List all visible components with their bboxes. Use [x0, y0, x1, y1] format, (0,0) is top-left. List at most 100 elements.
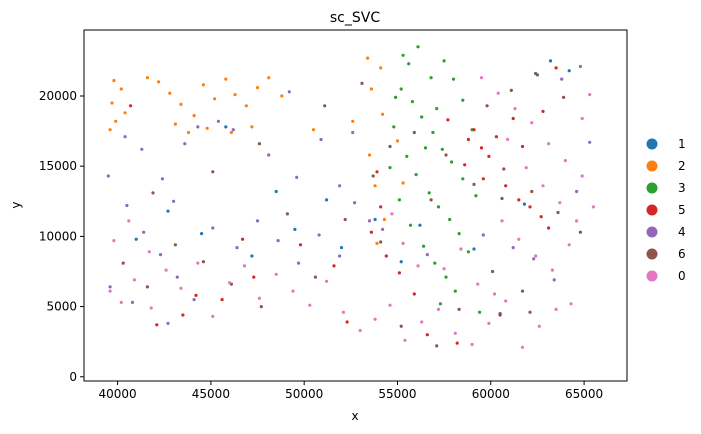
data-point-series-0 [470, 342, 474, 347]
legend-marker [646, 138, 658, 150]
data-point-series-0 [588, 93, 592, 97]
data-point-series-3 [423, 146, 428, 150]
data-point-series-4 [532, 257, 536, 261]
data-point-series-6 [257, 142, 261, 146]
data-point-series-5 [384, 254, 388, 258]
data-point-series-6 [211, 170, 215, 174]
legend-marker [646, 160, 658, 172]
data-point-series-0 [132, 278, 136, 282]
data-point-series-2 [213, 97, 217, 101]
legend-label: 3 [678, 181, 686, 195]
y-axis: 0 5000 10000 15000 20000 [39, 89, 84, 384]
data-point-series-4 [575, 189, 579, 194]
data-point-series-2 [173, 122, 177, 126]
data-point-series-5 [504, 184, 508, 188]
data-point-series-2 [250, 125, 254, 129]
data-point-series-0 [119, 300, 123, 304]
data-point-series-0 [537, 324, 541, 328]
data-point-series-4 [183, 142, 187, 146]
data-point-series-0 [164, 268, 168, 272]
data-point-series-4 [211, 226, 215, 230]
data-point-series-0 [513, 107, 517, 111]
data-point-series-2 [280, 94, 284, 98]
data-point-series-0 [563, 159, 568, 163]
legend-label: 4 [678, 225, 686, 239]
legend-marker [646, 270, 658, 282]
data-point-series-0 [492, 292, 497, 296]
data-point-series-2 [401, 181, 405, 185]
data-point-series-4 [142, 230, 146, 234]
data-point-series-6 [562, 95, 566, 99]
data-point-series-0 [580, 174, 584, 178]
data-point-series-5 [412, 292, 416, 296]
data-point-series-0 [388, 303, 392, 307]
data-point-series-5 [498, 313, 502, 317]
data-point-series-2 [119, 87, 123, 91]
data-point-series-3 [444, 275, 448, 279]
data-point-series-3 [435, 107, 439, 111]
data-point-series-2 [233, 93, 237, 97]
data-point-series-4 [140, 147, 144, 151]
data-point-series-2 [366, 56, 370, 60]
data-point-series-2 [379, 66, 383, 70]
data-point-series-2 [114, 119, 118, 123]
data-point-series-2 [367, 153, 372, 157]
data-point-series-0 [373, 317, 377, 321]
data-point-series-5 [397, 271, 401, 275]
data-point-series-4 [158, 253, 163, 257]
data-point-series-6 [121, 261, 125, 265]
data-point-series-5 [332, 264, 336, 268]
data-point-series-4 [287, 90, 291, 94]
data-point-series-5 [181, 313, 185, 317]
data-point-series-3 [407, 62, 411, 66]
data-point-series-6 [435, 344, 439, 348]
data-point-series-3 [433, 261, 437, 265]
data-point-series-6 [485, 104, 489, 108]
data-point-series-6 [520, 289, 525, 293]
data-point-series-6 [500, 196, 504, 201]
data-point-series-3 [410, 100, 414, 104]
x-tick-label: 50000 [285, 387, 323, 401]
data-point-series-3 [405, 154, 409, 158]
data-point-series-6 [412, 130, 416, 135]
data-point-series-0 [149, 306, 153, 310]
data-point-series-3 [420, 115, 424, 119]
legend-marker [646, 248, 658, 260]
data-point-series-2 [311, 128, 316, 132]
data-point-series-0 [524, 166, 528, 170]
data-point-series-2 [267, 76, 271, 80]
data-point-series-6 [388, 144, 392, 149]
data-point-series-3 [431, 130, 435, 135]
plot-area-frame [83, 29, 628, 382]
data-point-series-3 [461, 177, 465, 181]
data-point-series-0 [403, 338, 407, 342]
data-point-series-2 [201, 83, 205, 87]
data-point-series-2 [375, 241, 379, 245]
data-point-series-4 [560, 77, 564, 81]
data-point-series-3 [416, 45, 420, 49]
data-point-series-3 [440, 147, 444, 151]
data-point-series-3 [451, 77, 456, 81]
y-axis-label: y [9, 201, 23, 208]
data-point-series-0 [517, 237, 521, 241]
data-point-series-6 [578, 230, 583, 234]
data-point-series-3 [392, 125, 396, 129]
data-point-series-4 [125, 203, 129, 208]
data-point-series-4 [319, 137, 323, 142]
data-point-series-1 [274, 189, 278, 194]
data-point-series-4 [231, 128, 235, 132]
data-point-series-6 [457, 307, 461, 311]
data-point-series-4 [267, 153, 271, 157]
data-point-series-0 [179, 286, 183, 290]
data-point-series-0 [211, 314, 215, 318]
data-point-series-1 [373, 217, 377, 222]
data-point-series-6 [173, 243, 177, 247]
data-point-series-4 [295, 175, 299, 179]
legend-marker [646, 182, 658, 194]
data-point-series-5 [463, 163, 467, 167]
data-point-series-5 [511, 116, 515, 121]
data-point-series-1 [472, 247, 476, 251]
data-point-series-5 [375, 170, 379, 174]
data-point-series-0 [459, 247, 463, 251]
